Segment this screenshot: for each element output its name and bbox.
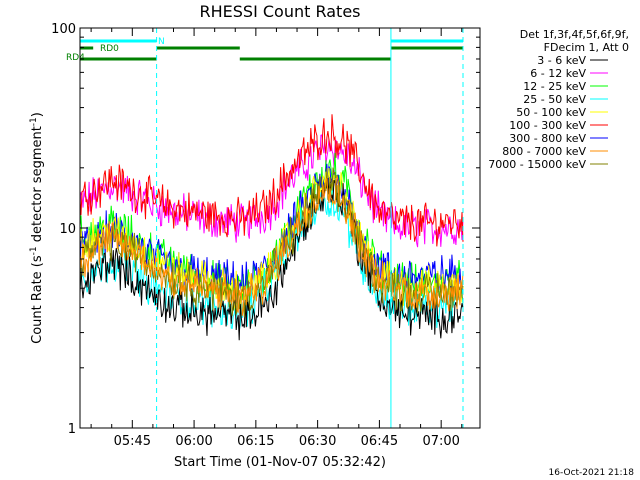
legend-entry-label: 3 - 6 keV [537, 54, 586, 67]
y-tick-label: 1 [68, 422, 76, 437]
series-line-5 [79, 114, 464, 247]
state-label-rd0: RD0 [100, 44, 119, 54]
y-tick-label: 10 [59, 222, 76, 237]
legend-entry-label: 100 - 300 keV [509, 119, 586, 132]
x-tick-label: 06:45 [361, 434, 398, 449]
state-label-rd4: RD4 [66, 53, 85, 63]
x-axis-label: Start Time (01-Nov-07 05:32:42) [174, 455, 386, 470]
legend-header-line-1: Det 1f,3f,4f,5f,6f,9f, [520, 28, 629, 41]
legend-entry-label: 300 - 800 keV [509, 132, 586, 145]
axes: 1 10 100 05:45 06:00 06:15 06:30 06:45 07:00 [51, 22, 481, 449]
legend-entry-label: 50 - 100 keV [516, 106, 586, 119]
timestamp: 16-Oct-2021 21:18 [549, 468, 635, 478]
series-line-0 [79, 178, 464, 341]
x-tick-label: 06:15 [237, 434, 274, 449]
legend-entry-label: 800 - 7000 keV [502, 145, 586, 158]
x-tick-label: 06:30 [299, 434, 336, 449]
legend-entry-label: 7000 - 15000 keV [488, 158, 586, 171]
legend-entry-label: 12 - 25 keV [523, 80, 586, 93]
x-tick-label: 06:00 [175, 434, 212, 449]
legend-entry-label: 6 - 12 keV [530, 67, 586, 80]
legend-entry-label: 25 - 50 keV [523, 93, 586, 106]
y-tick-label: 100 [51, 22, 76, 37]
legend-header-line-2: FDecim 1, Att 0 [544, 41, 629, 54]
state-label-n: N [158, 37, 165, 47]
series-line-7 [79, 175, 464, 316]
plot-area: N RD0 RD4 [66, 28, 464, 428]
series-line-1 [79, 134, 464, 248]
y-axis-label: Count Rate (s-1 detector segment-1) [29, 112, 45, 344]
chart-title: RHESSI Count Rates [200, 2, 361, 21]
legend: Det 1f,3f,4f,5f,6f,9f, FDecim 1, Att 0 3… [488, 28, 629, 171]
x-tick-label: 05:45 [114, 434, 151, 449]
x-tick-label: 07:00 [422, 434, 459, 449]
